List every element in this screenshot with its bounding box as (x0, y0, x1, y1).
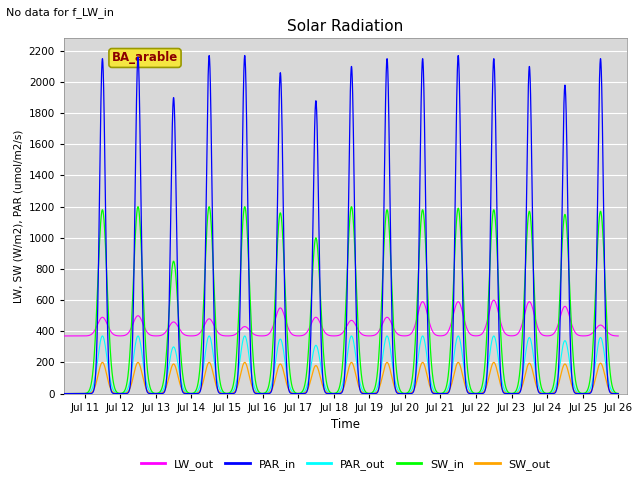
Text: No data for f_LW_in: No data for f_LW_in (6, 7, 115, 18)
X-axis label: Time: Time (331, 418, 360, 431)
Text: BA_arable: BA_arable (112, 51, 178, 64)
Y-axis label: LW, SW (W/m2), PAR (umol/m2/s): LW, SW (W/m2), PAR (umol/m2/s) (13, 129, 23, 303)
Legend: LW_out, PAR_in, PAR_out, SW_in, SW_out: LW_out, PAR_in, PAR_out, SW_in, SW_out (136, 454, 555, 474)
Title: Solar Radiation: Solar Radiation (287, 20, 404, 35)
